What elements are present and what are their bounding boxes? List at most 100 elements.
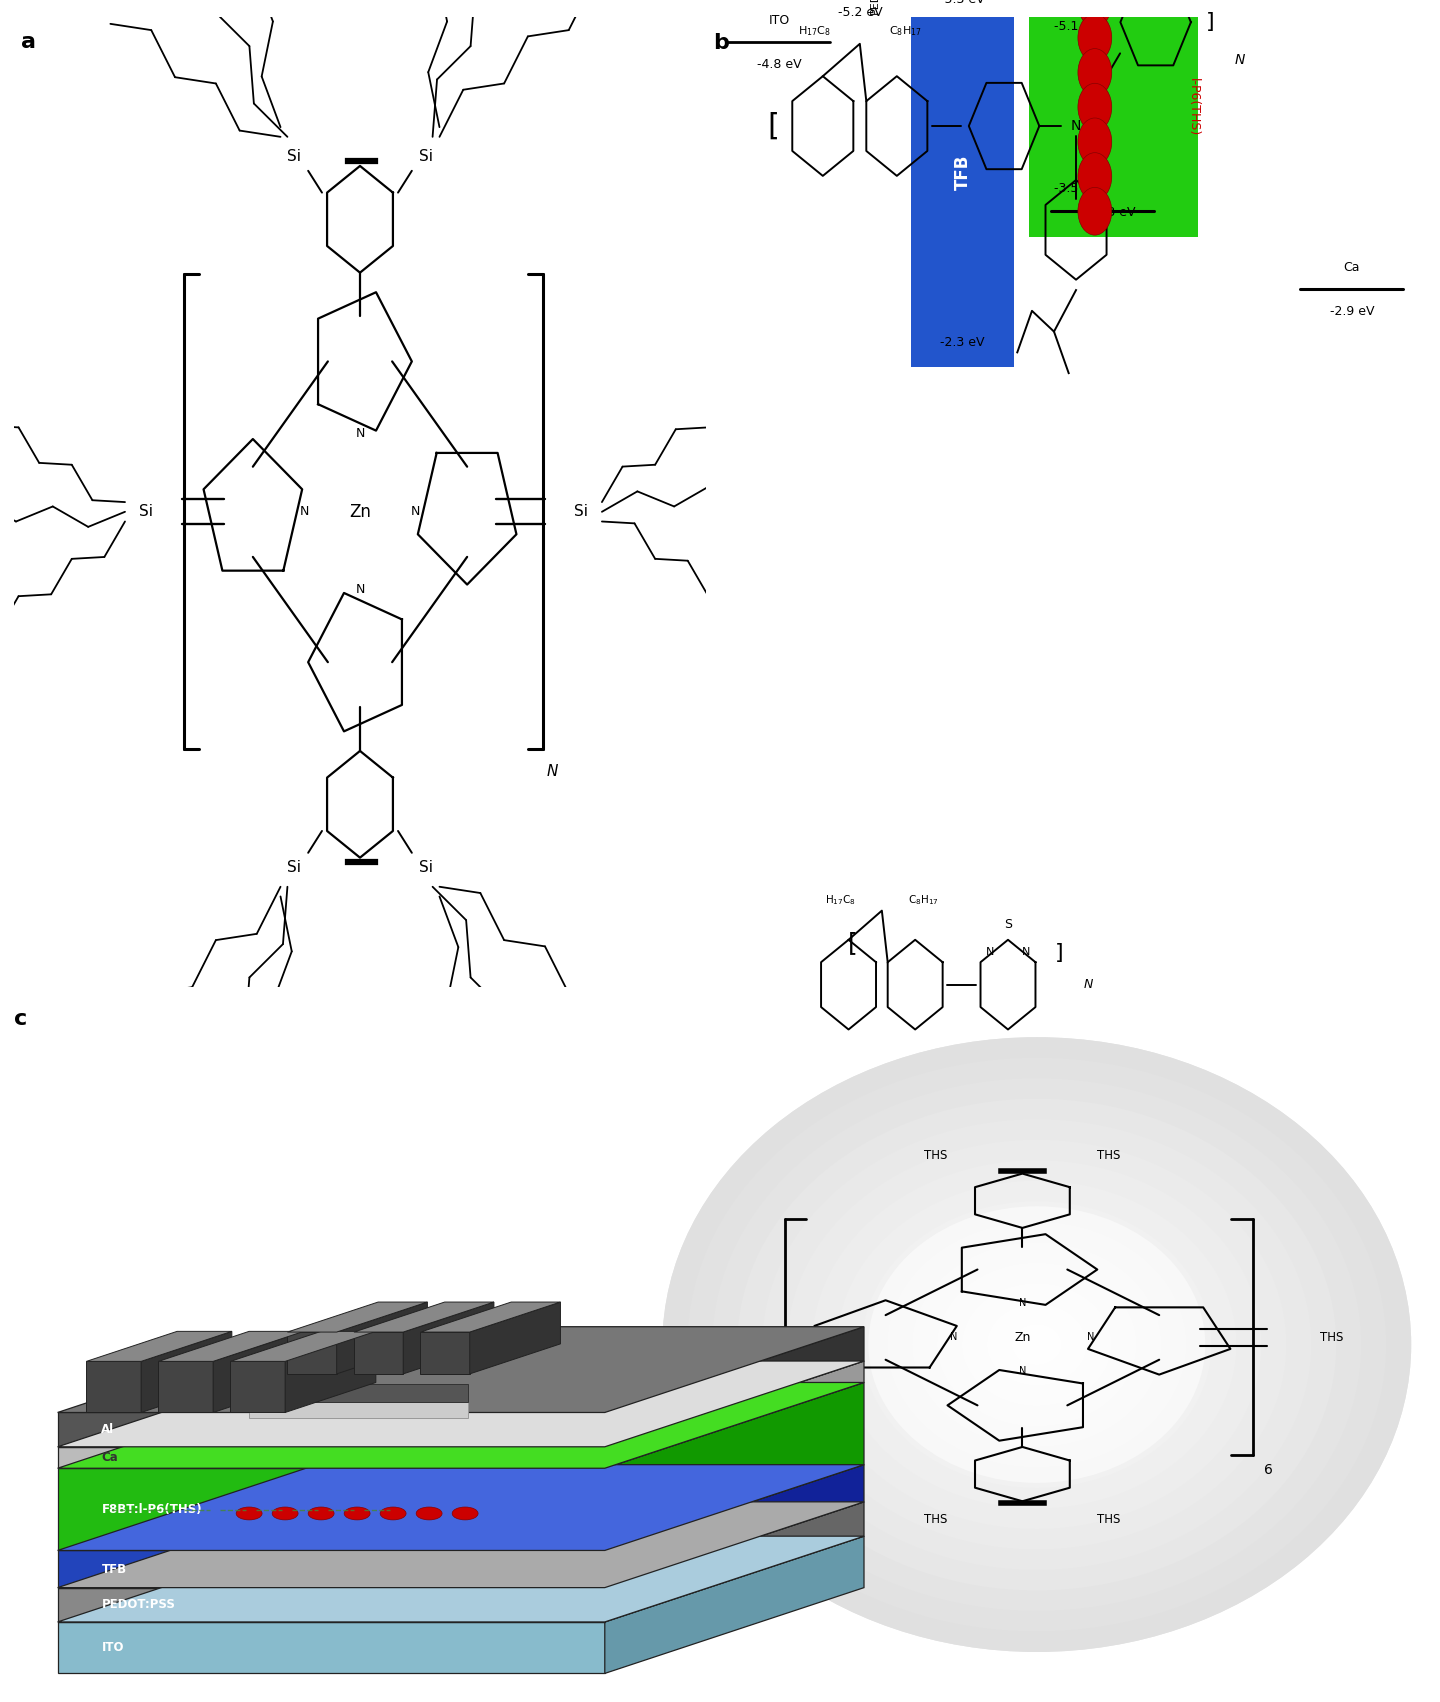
- Polygon shape: [58, 1465, 864, 1551]
- Text: C$_8$H$_{17}$: C$_8$H$_{17}$: [890, 24, 922, 37]
- Polygon shape: [58, 1328, 864, 1413]
- Circle shape: [1079, 83, 1112, 131]
- Ellipse shape: [887, 1222, 1187, 1467]
- Text: N: N: [1087, 1333, 1094, 1343]
- Polygon shape: [58, 1447, 605, 1469]
- Text: TFB: TFB: [953, 155, 972, 191]
- Ellipse shape: [919, 1248, 1155, 1442]
- Polygon shape: [605, 1537, 864, 1673]
- Polygon shape: [58, 1622, 605, 1673]
- Circle shape: [1079, 0, 1112, 27]
- Text: Zn: Zn: [1014, 1331, 1031, 1345]
- Text: N: N: [300, 505, 310, 519]
- Text: Si: Si: [575, 504, 588, 519]
- Text: l-P6(THS): l-P6(THS): [1187, 78, 1200, 136]
- Ellipse shape: [860, 1198, 1214, 1491]
- Text: -5.1 eV: -5.1 eV: [1054, 20, 1099, 32]
- Ellipse shape: [899, 1231, 1175, 1459]
- Text: THS: THS: [1320, 1331, 1344, 1345]
- Text: Al: Al: [729, 1363, 740, 1377]
- Text: THS: THS: [1097, 1513, 1120, 1525]
- Polygon shape: [58, 1382, 864, 1469]
- Text: N: N: [356, 427, 364, 441]
- Polygon shape: [141, 1331, 232, 1413]
- Text: THS: THS: [924, 1149, 948, 1162]
- Circle shape: [1079, 49, 1112, 97]
- Text: N: N: [1018, 1299, 1027, 1309]
- Ellipse shape: [1017, 1328, 1057, 1362]
- Circle shape: [380, 1506, 406, 1520]
- Text: Ca: Ca: [1344, 260, 1361, 274]
- Text: [: [: [768, 112, 779, 141]
- Ellipse shape: [662, 1037, 1411, 1653]
- Ellipse shape: [1012, 1324, 1061, 1365]
- Text: Si: Si: [138, 504, 153, 519]
- Text: N: N: [356, 584, 364, 596]
- Text: Al: Al: [101, 1423, 115, 1436]
- Circle shape: [1079, 187, 1112, 235]
- Circle shape: [1079, 153, 1112, 201]
- Text: -3.5 eV: -3.5 eV: [1054, 182, 1099, 194]
- Ellipse shape: [701, 1069, 1372, 1620]
- Text: F8BT:l-P6(THS): F8BT:l-P6(THS): [101, 1503, 202, 1516]
- Ellipse shape: [840, 1183, 1234, 1506]
- Circle shape: [1079, 117, 1112, 165]
- Text: Ca: Ca: [726, 1397, 743, 1411]
- Ellipse shape: [737, 1099, 1336, 1590]
- Ellipse shape: [937, 1263, 1136, 1426]
- Polygon shape: [58, 1537, 864, 1622]
- Text: -2.9 eV: -2.9 eV: [1329, 305, 1374, 318]
- Polygon shape: [469, 1302, 560, 1374]
- Text: N: N: [1071, 119, 1081, 133]
- Circle shape: [308, 1506, 334, 1520]
- Polygon shape: [420, 1302, 560, 1333]
- Polygon shape: [403, 1302, 494, 1374]
- Polygon shape: [230, 1331, 376, 1362]
- Ellipse shape: [912, 1242, 1162, 1447]
- Circle shape: [416, 1506, 442, 1520]
- Ellipse shape: [760, 1118, 1313, 1571]
- Circle shape: [344, 1506, 370, 1520]
- Ellipse shape: [780, 1134, 1293, 1556]
- Ellipse shape: [819, 1166, 1254, 1523]
- Text: N: N: [547, 764, 557, 780]
- Polygon shape: [213, 1331, 304, 1413]
- Polygon shape: [420, 1333, 469, 1374]
- Ellipse shape: [662, 1037, 1411, 1653]
- Text: THS: THS: [924, 1513, 948, 1525]
- Text: N: N: [986, 948, 995, 957]
- Text: C$_8$H$_{17}$: C$_8$H$_{17}$: [907, 894, 939, 907]
- Polygon shape: [249, 1402, 468, 1418]
- Text: Si: Si: [419, 860, 432, 875]
- Polygon shape: [230, 1362, 285, 1413]
- Text: Si: Si: [288, 860, 301, 875]
- Polygon shape: [288, 1333, 337, 1374]
- Text: H$_{17}$C$_8$: H$_{17}$C$_8$: [825, 894, 857, 907]
- Text: -5.2 eV: -5.2 eV: [838, 5, 883, 19]
- Polygon shape: [86, 1362, 141, 1413]
- Text: Si: Si: [419, 148, 432, 163]
- Polygon shape: [605, 1465, 864, 1588]
- Ellipse shape: [986, 1304, 1087, 1385]
- Text: ITO: ITO: [101, 1641, 124, 1654]
- Polygon shape: [158, 1362, 213, 1413]
- Text: N: N: [1236, 53, 1246, 68]
- Text: H$_{17}$C$_8$: H$_{17}$C$_8$: [798, 24, 831, 37]
- Circle shape: [1079, 14, 1112, 61]
- Text: THS: THS: [1097, 1149, 1120, 1162]
- Polygon shape: [605, 1328, 864, 1447]
- Ellipse shape: [788, 1140, 1286, 1549]
- Text: -2.3 eV: -2.3 eV: [940, 335, 985, 349]
- Polygon shape: [58, 1362, 864, 1447]
- Polygon shape: [58, 1588, 605, 1622]
- Text: Al: Al: [353, 1389, 364, 1397]
- Ellipse shape: [880, 1215, 1194, 1474]
- Text: 6: 6: [1264, 1462, 1273, 1477]
- Ellipse shape: [683, 1054, 1391, 1636]
- Text: -5.3 eV: -5.3 eV: [940, 0, 985, 5]
- Ellipse shape: [713, 1077, 1361, 1612]
- Polygon shape: [354, 1333, 403, 1374]
- Text: ]: ]: [1054, 943, 1063, 963]
- Text: ]: ]: [1205, 12, 1214, 32]
- Text: [: [: [848, 931, 857, 955]
